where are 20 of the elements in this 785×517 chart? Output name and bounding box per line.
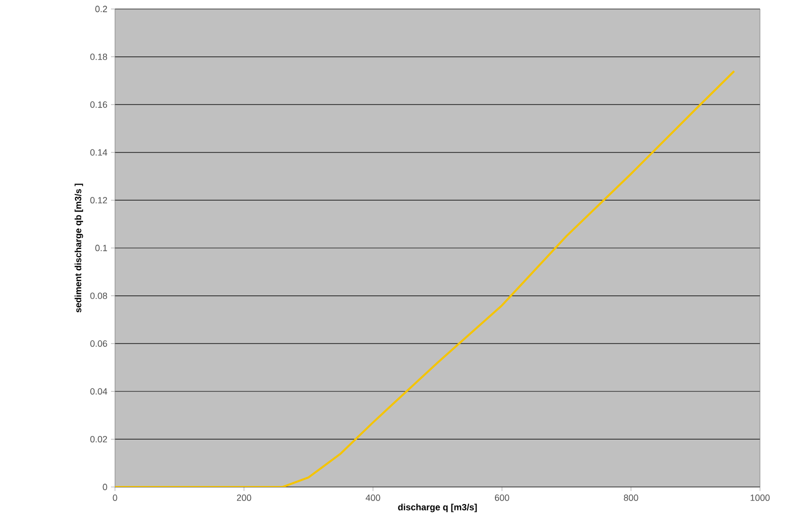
x-tick-label: 600 bbox=[494, 494, 510, 501]
y-tick-label: 0.04 bbox=[90, 388, 108, 395]
x-axis-title: discharge q [m3/s] bbox=[398, 504, 477, 512]
y-tick-label: 0.12 bbox=[90, 197, 108, 204]
y-tick-label: 0.1 bbox=[95, 244, 108, 252]
x-tick-label: 400 bbox=[366, 494, 380, 501]
y-tick-label: 0.06 bbox=[90, 340, 108, 347]
x-tick-label: 1000 bbox=[750, 494, 770, 501]
x-tick-label: 800 bbox=[624, 494, 638, 501]
y-tick-label: 0.14 bbox=[90, 149, 108, 156]
y-axis-title: sediment discharge qb [m3/s ] bbox=[74, 184, 84, 312]
line-series bbox=[115, 70, 736, 487]
x-tick-label: 200 bbox=[236, 494, 252, 501]
y-tick-label: 0.18 bbox=[90, 54, 108, 60]
y-tick-label: 0.16 bbox=[90, 101, 108, 108]
y-tick-label: 0.02 bbox=[90, 436, 108, 442]
y-tick-label: 0.2 bbox=[95, 6, 108, 12]
y-tick-label: 0 bbox=[102, 484, 108, 490]
y-tick-label: 0.08 bbox=[90, 292, 108, 299]
x-tick-label: 0 bbox=[112, 494, 118, 501]
